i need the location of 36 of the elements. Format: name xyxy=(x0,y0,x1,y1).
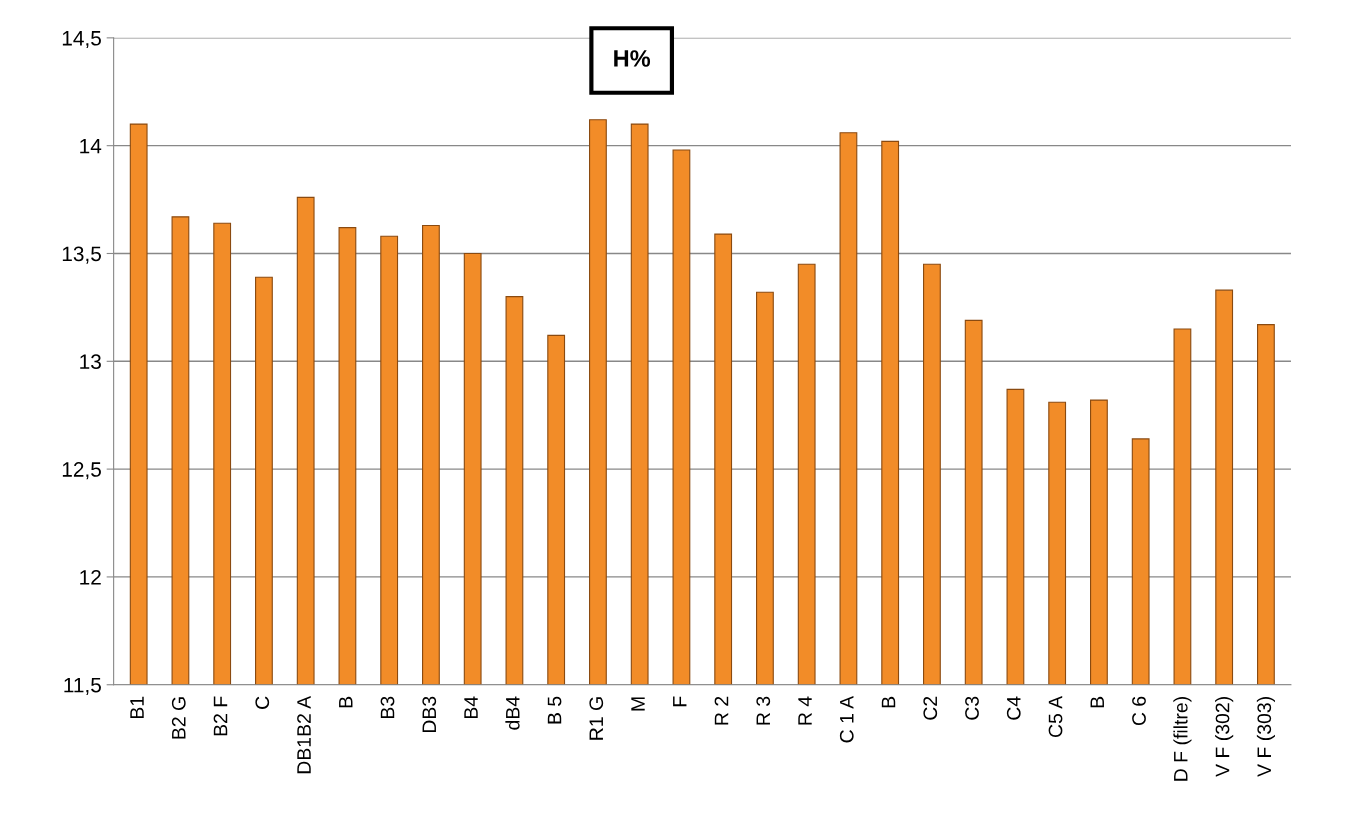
x-tick-label: DB3 xyxy=(422,696,437,733)
x-tick-label: R1 G xyxy=(589,697,604,740)
x-tick-label: DB1B2 A xyxy=(297,695,311,774)
x-tick-label: C4 xyxy=(1006,696,1021,720)
x-tick-label: B xyxy=(1090,696,1104,708)
x-tick-label: R 2 xyxy=(714,696,729,725)
x-tick-label: C 1 A xyxy=(839,695,854,743)
y-tick-label: 14 xyxy=(80,138,102,154)
y-tick-label: 11,5 xyxy=(64,677,101,695)
x-tick-label: C3 xyxy=(965,696,979,720)
x-tick-label: C5 A xyxy=(1048,695,1063,738)
x-tick-label: B xyxy=(881,696,896,708)
y-tick-label: 12,5 xyxy=(62,462,101,480)
x-tick-label: B4 xyxy=(464,696,478,719)
x-tick-label: M xyxy=(631,697,645,711)
x-tick-label: V F (302) xyxy=(1215,697,1234,777)
x-tick-label: B xyxy=(339,696,353,708)
y-tick-label: 14,5 xyxy=(62,31,101,49)
x-tick-label: dB4 xyxy=(505,696,520,730)
x-tick-label: D F (filtre) xyxy=(1173,697,1192,781)
x-tick-label: B1 xyxy=(130,696,144,719)
y-tick-label: 13,5 xyxy=(62,246,101,264)
y-tick-label: 13 xyxy=(80,354,101,370)
x-tick-label: B 5 xyxy=(547,696,562,724)
y-tick-label: 12 xyxy=(80,569,101,585)
x-tick-label: R 3 xyxy=(756,696,771,725)
x-tick-label: C2 xyxy=(923,696,938,720)
x-tick-label: V F (303) xyxy=(1256,697,1275,777)
x-tick-label: B2 G xyxy=(171,697,186,739)
x-tick-label: B2 F xyxy=(213,696,228,736)
x-tick-label: F xyxy=(673,696,687,707)
x-tick-label: B3 xyxy=(380,696,395,719)
x-tick-label: C xyxy=(255,696,270,709)
chart-title: H% xyxy=(614,50,651,67)
x-tick-label: C 6 xyxy=(1132,696,1146,726)
x-tick-label: R 4 xyxy=(798,696,812,725)
